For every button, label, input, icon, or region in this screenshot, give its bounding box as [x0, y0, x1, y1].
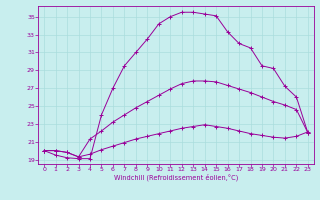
X-axis label: Windchill (Refroidissement éolien,°C): Windchill (Refroidissement éolien,°C) — [114, 174, 238, 181]
